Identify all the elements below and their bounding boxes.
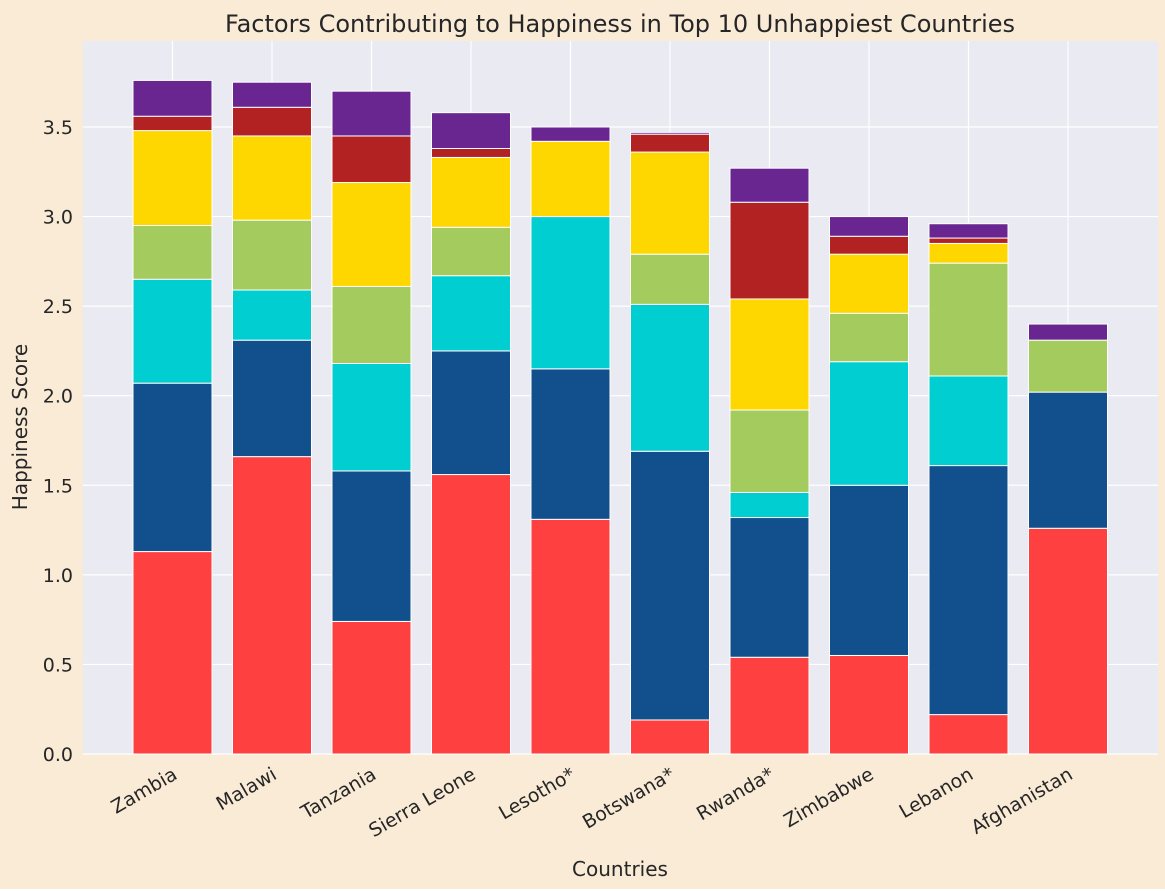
bar-segment [331, 182, 412, 287]
bar-segment [331, 135, 412, 184]
bar-segment [829, 235, 909, 255]
bar-segment [331, 362, 412, 472]
bar-segment [928, 237, 1009, 244]
x-axis-label: Countries [572, 857, 668, 881]
bar-segment [829, 361, 909, 486]
bar-segment [928, 242, 1009, 264]
bar-segment [630, 303, 710, 452]
bar-segment [331, 470, 412, 622]
bar-segment [331, 285, 412, 364]
bar-segment [928, 465, 1009, 716]
chart-title: Factors Contributing to Happiness in Top… [225, 10, 1015, 38]
bar-segment [132, 278, 213, 384]
y-tick-label: 3.0 [43, 207, 73, 229]
bar-segment [530, 126, 611, 142]
bar-segment [530, 140, 611, 218]
bar-segment [928, 262, 1009, 377]
bar-segment [630, 719, 710, 755]
bar-segment [232, 81, 312, 108]
bar-segment [829, 312, 909, 363]
bar-segment [232, 106, 312, 137]
bar-segment [431, 474, 511, 755]
bar-segment [630, 253, 710, 305]
bar-segment [630, 151, 710, 255]
bar-segment [431, 156, 511, 228]
bar-segment [630, 131, 710, 135]
bar-segment [829, 253, 909, 314]
bar-segment [331, 620, 412, 755]
bar-segment [232, 456, 312, 755]
bar-segment [431, 226, 511, 277]
bar-segment [530, 216, 611, 370]
bar-segment [1028, 323, 1108, 341]
bar-segment [729, 201, 810, 300]
bar-segment [829, 654, 909, 755]
bar-segment [729, 298, 810, 411]
bar-segment [1028, 339, 1108, 393]
bar-segment [331, 90, 412, 137]
bar-segment [132, 382, 213, 553]
y-tick-label: 3.5 [43, 117, 73, 139]
bar-segment [928, 375, 1009, 467]
bar-segment [829, 216, 909, 237]
bar-segment [132, 225, 213, 280]
bar-segment [729, 167, 810, 203]
y-tick-label: 2.0 [43, 386, 73, 408]
bar-segment [132, 79, 213, 117]
y-tick-label: 2.5 [43, 296, 73, 318]
bar-segment [232, 219, 312, 291]
bar-segment [132, 130, 213, 227]
bar-segment [630, 450, 710, 721]
bar-segment [132, 115, 213, 132]
y-axis-ticks: 0.0 0.5 1.0 1.5 2.0 2.5 3.0 3.5 [43, 117, 73, 766]
bar-segment [1028, 391, 1108, 529]
bar-segment [729, 656, 810, 755]
bar-segment [232, 339, 312, 458]
bar-segment [431, 350, 511, 476]
bar-segment [729, 491, 810, 519]
y-tick-label: 1.5 [43, 475, 73, 497]
bar-segment [729, 517, 810, 658]
bar-segment [232, 289, 312, 341]
bars [132, 79, 1108, 755]
y-tick-label: 1.0 [43, 565, 73, 587]
y-tick-label: 0.5 [43, 654, 73, 676]
bar-segment [729, 409, 810, 493]
bar-segment [630, 133, 710, 153]
bar-segment [928, 223, 1009, 239]
bar-segment [232, 135, 312, 221]
y-axis-label: Happiness Score [8, 344, 32, 510]
bar-segment [132, 551, 213, 755]
bar-segment [431, 112, 511, 149]
bar-segment [530, 518, 611, 755]
y-tick-label: 0.0 [43, 744, 73, 766]
bar-segment [1028, 527, 1108, 755]
bar-segment [530, 368, 611, 520]
bar-segment [431, 275, 511, 352]
bar-segment [431, 147, 511, 158]
bar-segment [829, 484, 909, 656]
bar-segment [928, 714, 1009, 755]
